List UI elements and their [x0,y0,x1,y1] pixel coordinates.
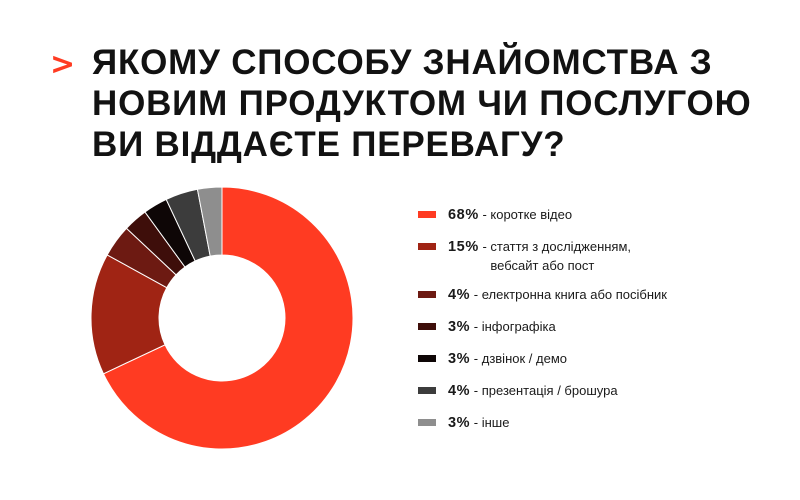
legend-text: 68% - коротке відео [448,205,788,225]
legend-percent: 4% [448,383,471,399]
legend-separator: - [470,415,482,430]
legend-text: 3% - дзвінок / демо [448,349,788,369]
legend-percent: 68% [448,207,479,223]
legend-text: 3% - інше [448,413,788,433]
legend-text: 15% - стаття з дослідженням, вебсайт або… [448,237,788,275]
legend-label: презентація / брошура [481,383,618,398]
chart-title: ЯКОМУ СПОСОБУ ЗНАЙОМСТВА З НОВИМ ПРОДУКТ… [92,43,752,164]
legend-label: коротке відео [490,207,573,222]
legend-swatch [418,291,436,298]
legend-label: стаття з дослідженням, вебсайт або пост [490,239,632,273]
legend-label-wrap: інше [482,413,510,432]
legend-label: дзвінок / демо [481,351,567,366]
legend-label-wrap: електронна книга або посібник [482,285,667,304]
legend-swatch [418,243,436,250]
legend-separator: - [478,207,491,222]
legend-separator: - [470,351,482,366]
legend-text: 3% - інфографіка [448,317,788,337]
legend-separator: - [470,287,482,302]
legend-swatch [418,355,436,362]
legend-swatch [418,323,436,330]
donut-slices [90,186,354,450]
legend-label-wrap: презентація / брошура [482,381,618,400]
chevron-right-icon: > [50,47,76,82]
legend-label-wrap: дзвінок / демо [482,349,567,368]
legend-swatch [418,387,436,394]
legend-swatch [418,419,436,426]
legend-separator: - [470,319,482,334]
legend-percent: 3% [448,351,471,367]
legend-label: електронна книга або посібник [481,287,667,302]
legend-percent: 3% [448,319,471,335]
legend-separator: - [470,383,482,398]
legend-label-wrap: інфографіка [482,317,556,336]
legend-separator: - [478,239,491,254]
legend-text: 4% - презентація / брошура [448,381,788,401]
legend-text: 4% - електронна книга або посібник [448,285,788,305]
legend-label-wrap: коротке відео [490,205,572,224]
legend-percent: 3% [448,415,471,431]
donut-slice-6 [196,186,223,257]
legend-label-wrap: стаття з дослідженням, вебсайт або пост [490,237,631,275]
legend-label: інфографіка [481,319,556,334]
legend-percent: 15% [448,239,479,255]
donut-slice-0 [102,186,354,450]
legend-label: інше [481,415,510,430]
legend-swatch [418,211,436,218]
legend-percent: 4% [448,287,471,303]
